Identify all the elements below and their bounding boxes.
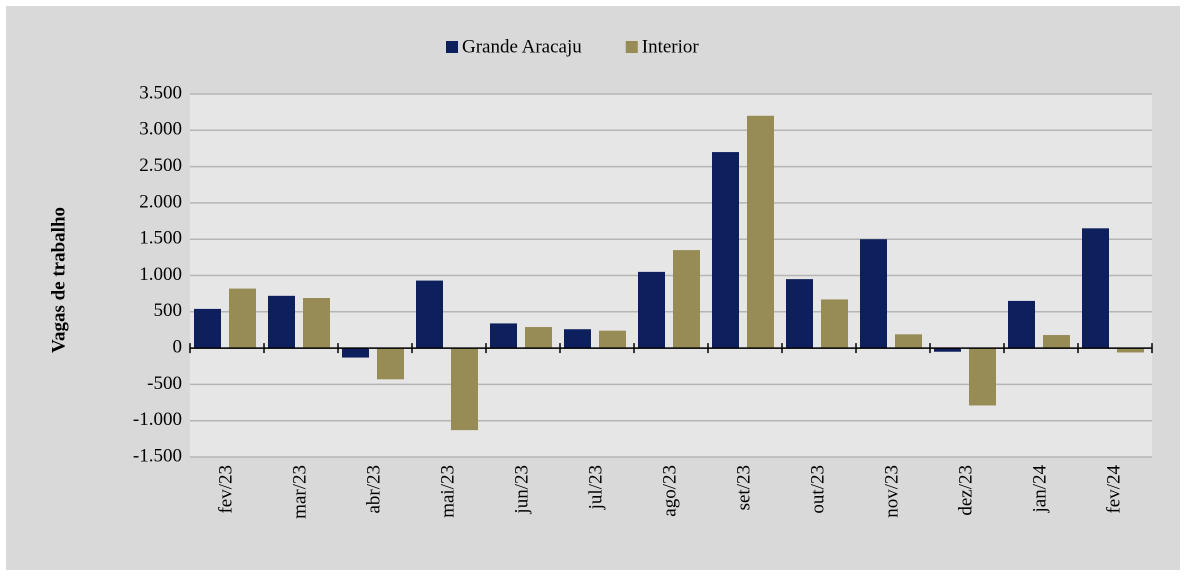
x-tick-label: out/23 — [807, 465, 828, 514]
legend-swatch — [446, 41, 458, 53]
x-tick-label: nov/23 — [881, 465, 902, 518]
x-tick-label: ago/23 — [659, 465, 680, 517]
bar — [194, 308, 221, 349]
legend-swatch — [625, 41, 638, 53]
x-tick-label: dez/23 — [955, 465, 976, 516]
bar — [599, 330, 626, 349]
bar — [377, 348, 404, 380]
legend-label: Grande Aracaju — [462, 36, 582, 57]
y-tick-label: 3.000 — [139, 119, 182, 140]
y-tick-label: 2.500 — [139, 155, 182, 176]
bar — [747, 115, 774, 349]
y-axis-label: Vagas de trabalho — [48, 207, 69, 353]
bar — [712, 152, 739, 349]
x-tick-label: jun/23 — [511, 465, 532, 515]
bar — [638, 271, 665, 349]
y-tick-label: 500 — [154, 300, 183, 321]
bar — [934, 348, 961, 352]
y-tick-label: -500 — [147, 373, 182, 394]
bar — [821, 299, 848, 349]
y-tick-label: 0 — [173, 336, 183, 357]
bar — [1117, 348, 1144, 353]
x-tick-label: fev/23 — [215, 465, 236, 514]
bar — [268, 295, 295, 349]
x-tick-label: abr/23 — [363, 465, 384, 514]
bar — [451, 348, 478, 431]
y-tick-label: 2.000 — [139, 191, 182, 212]
y-tick-label: 1.500 — [139, 228, 182, 249]
x-tick-label: jan/24 — [1029, 465, 1050, 514]
bar — [342, 348, 369, 358]
x-tick-label: mar/23 — [289, 465, 310, 519]
x-tick-label: fev/24 — [1103, 465, 1124, 514]
x-tick-label: set/23 — [733, 465, 754, 510]
bar — [1082, 228, 1109, 349]
bar — [229, 288, 256, 349]
bar — [673, 250, 700, 349]
bar — [525, 327, 552, 349]
bar — [1008, 300, 1035, 349]
bar — [303, 298, 330, 349]
bar — [786, 279, 813, 349]
bar — [1043, 335, 1070, 349]
y-tick-label: -1.000 — [133, 409, 182, 430]
bar — [490, 323, 517, 349]
legend-label: Interior — [642, 36, 700, 57]
bar — [895, 334, 922, 349]
bar — [416, 280, 443, 349]
x-tick-label: jul/23 — [585, 465, 606, 510]
y-tick-label: 3.500 — [139, 82, 182, 103]
y-tick-label: -1.500 — [133, 445, 182, 466]
bar — [860, 239, 887, 349]
y-tick-label: 1.000 — [139, 264, 182, 285]
bar — [969, 348, 996, 406]
x-tick-label: mai/23 — [437, 465, 458, 518]
bar — [564, 329, 591, 349]
